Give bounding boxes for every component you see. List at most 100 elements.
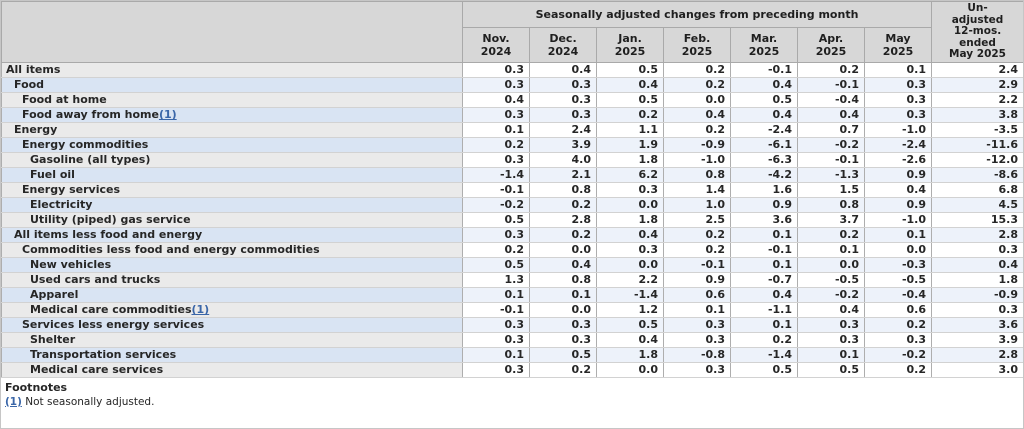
footnote-link[interactable]: (1) [158, 108, 177, 121]
row-label: Medical care services [1, 361, 463, 378]
value-cell: -0.7 [730, 271, 798, 288]
row-label: Shelter [1, 331, 463, 348]
value-cell: -0.1 [730, 61, 798, 78]
value-cell: -0.9 [663, 136, 731, 153]
table-row: Medical care commodities(1) -0.1 0.0 1.2 0.1… [1, 301, 1023, 318]
value-cell: -2.4 [863, 136, 933, 153]
table-row: Gasoline (all types) 0.3 4.0 1.8 -1.0 -6.3 -0.… [1, 151, 1023, 168]
value-cell: 1.1 [596, 121, 664, 138]
value-cell: -6.3 [730, 151, 798, 168]
value-cell: 0.5 [462, 256, 530, 273]
value-cell: 0.3 [462, 106, 530, 123]
value-cell: 0.4 [462, 91, 530, 108]
row-label: All items [1, 61, 463, 78]
value-cell: 3.7 [797, 211, 865, 228]
value-cell: 0.3 [863, 106, 933, 123]
value-cell: 0.2 [462, 136, 530, 153]
value-cell: 0.4 [797, 301, 865, 318]
value-cell: 0.1 [797, 346, 865, 363]
value-cell: 2.5 [663, 211, 731, 228]
value-cell: 0.3 [596, 181, 664, 198]
value-cell: 0.0 [596, 361, 664, 378]
table-row: Electricity -0.2 0.2 0.0 1.0 0.9 0.8 0.9 4.5 [1, 196, 1023, 213]
value-cell: 0.3 [863, 91, 933, 108]
value-cell: 0.2 [663, 61, 731, 78]
column-header-mar-2025: Mar. 2025 [730, 27, 798, 63]
value-cell: -0.2 [863, 346, 933, 363]
value-cell: 0.3 [663, 331, 731, 348]
value-cell: 2.4 [529, 121, 597, 138]
value-cell: 0.4 [596, 331, 664, 348]
table-row: All items less food and energy 0.3 0.2 0.4 0… [1, 226, 1023, 243]
value-cell: -1.1 [730, 301, 798, 318]
value-cell: 3.8 [931, 106, 1023, 123]
month-header-row: Nov. 2024 Dec. 2024 Jan. 2025 Feb. 2025 Mar. 2025… [2, 27, 1024, 63]
value-cell: 0.3 [863, 76, 933, 93]
value-cell: 0.2 [462, 241, 530, 258]
value-cell: 0.4 [529, 256, 597, 273]
value-cell: 6.2 [596, 166, 664, 183]
value-cell: 0.2 [529, 226, 597, 243]
value-cell: 0.6 [663, 286, 731, 303]
value-cell: -0.1 [663, 256, 731, 273]
table-row: Used cars and trucks 1.3 0.8 2.2 0.9 -0.7 -0.5… [1, 271, 1023, 288]
value-cell: 0.2 [797, 226, 865, 243]
table-body: All items 0.3 0.4 0.5 0.2 -0.1 0.2 0.1 2.4 Food 0.… [1, 61, 1023, 378]
value-cell: 0.4 [931, 256, 1023, 273]
value-cell: 0.4 [596, 226, 664, 243]
footnote-link[interactable]: (1) [191, 303, 210, 316]
value-cell: -1.0 [863, 211, 933, 228]
value-cell: 0.3 [462, 331, 530, 348]
value-cell: 0.5 [529, 346, 597, 363]
value-cell: 0.2 [863, 316, 933, 333]
value-cell: 0.3 [931, 241, 1023, 258]
value-cell: 1.3 [462, 271, 530, 288]
value-cell: 0.3 [462, 76, 530, 93]
column-header-apr-2025: Apr. 2025 [797, 27, 865, 63]
table-row: Shelter 0.3 0.3 0.4 0.3 0.2 0.3 0.3 3.9 [1, 331, 1023, 348]
value-cell: -0.2 [797, 136, 865, 153]
value-cell: 2.8 [931, 346, 1023, 363]
value-cell: 0.3 [663, 316, 731, 333]
value-cell: 0.2 [663, 121, 731, 138]
footnote-1-text: Not seasonally adjusted. [25, 395, 155, 408]
table-row: Food at home 0.4 0.3 0.5 0.0 0.5 -0.4 0.3 2.2 [1, 91, 1023, 108]
value-cell: 1.9 [596, 136, 664, 153]
value-cell: 0.2 [863, 361, 933, 378]
value-cell: 0.2 [596, 106, 664, 123]
value-cell: 0.4 [863, 181, 933, 198]
row-label: Used cars and trucks [1, 271, 463, 288]
value-cell: 0.9 [730, 196, 798, 213]
row-label: Energy [1, 121, 463, 138]
column-header-jan-2025: Jan. 2025 [596, 27, 664, 63]
row-label: Energy commodities [1, 136, 463, 153]
value-cell: 0.4 [797, 106, 865, 123]
value-cell: -0.5 [797, 271, 865, 288]
value-cell: -8.6 [931, 166, 1023, 183]
value-cell: 4.0 [529, 151, 597, 168]
value-cell: 0.3 [462, 151, 530, 168]
table-row: Energy 0.1 2.4 1.1 0.2 -2.4 0.7 -1.0 -3.5 [1, 121, 1023, 138]
value-cell: 0.3 [529, 91, 597, 108]
value-cell: -0.1 [797, 151, 865, 168]
value-cell: 0.3 [529, 316, 597, 333]
value-cell: 0.3 [931, 301, 1023, 318]
value-cell: -0.1 [462, 181, 530, 198]
table-row: Medical care services 0.3 0.2 0.0 0.3 0.5 0.5 0… [1, 361, 1023, 378]
value-cell: 0.0 [596, 256, 664, 273]
value-cell: 0.1 [863, 61, 933, 78]
value-cell: 0.1 [797, 241, 865, 258]
value-cell: -1.0 [663, 151, 731, 168]
value-cell: 0.2 [663, 241, 731, 258]
footnotes-section: Footnotes (1) Not seasonally adjusted. [1, 377, 1023, 409]
footnote-1-link[interactable]: (1) [5, 395, 22, 408]
value-cell: -0.4 [797, 91, 865, 108]
table-header: Seasonally adjusted changes from precedi… [1, 1, 1024, 63]
value-cell: -1.4 [730, 346, 798, 363]
value-cell: 0.9 [663, 271, 731, 288]
row-label: Utility (piped) gas service [1, 211, 463, 228]
value-cell: -0.1 [797, 76, 865, 93]
stub-column-header [1, 1, 463, 63]
table-row: Energy services -0.1 0.8 0.3 1.4 1.6 1.5 0.4 6.8 [1, 181, 1023, 198]
